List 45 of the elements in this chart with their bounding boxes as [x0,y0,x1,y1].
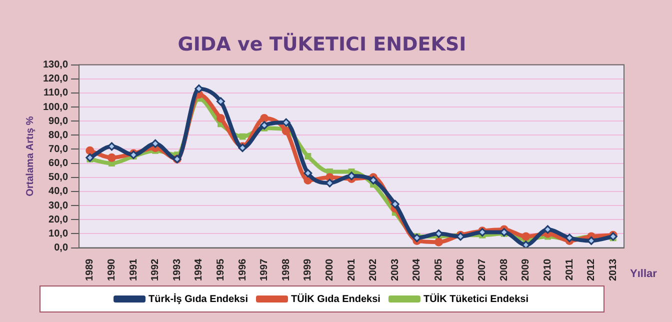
legend-label: TÜİK Gıda Endeksi [290,292,381,305]
y-tick-label: 70,0 [48,144,68,155]
y-tick-label: 130,0 [42,60,68,71]
x-tick-label: 1991 [128,258,140,282]
x-tick-label: 2007 [477,258,488,282]
x-tick-label: 2001 [346,258,358,282]
x-tick-label: 2005 [433,258,444,282]
chart-title: GIDA ve TÜKETICI ENDEKSI [178,32,466,56]
y-tick-label: 0,0 [54,242,68,254]
x-tick-label: 2000 [324,258,336,282]
y-tick-label: 100,0 [42,102,68,113]
x-tick-label: 2010 [542,258,554,282]
y-tick-label: 10,0 [48,228,68,240]
x-tick-label: 1990 [106,258,118,282]
x-tick-label: 2006 [455,258,466,282]
y-tick-label: 20,0 [48,214,68,226]
x-tick-label: 1994 [194,258,205,282]
y-tick-label: 60,0 [48,158,68,170]
x-tick-label: 2004 [412,258,423,282]
legend-label: Türk-İş Gıda Endeksi [148,292,248,305]
x-tick-label: 1992 [150,258,162,282]
x-tick-label: 1993 [172,258,183,282]
x-axis-title: Yıllar [630,268,658,280]
x-tick-label: 2002 [368,258,380,282]
x-tick-label: 2011 [564,258,576,280]
x-tick-label: 2003 [390,258,401,282]
x-tick-label: 2008 [498,258,510,282]
x-tick-label: 1999 [302,258,314,282]
y-tick-label: 30,0 [48,200,68,212]
x-tick-label: 1997 [259,258,270,282]
y-axis-title: Ortalama Artış % [24,116,36,196]
x-tick-label: 1996 [237,258,248,282]
y-tick-label: 110,0 [44,88,68,99]
x-tick-label: 2009 [520,258,532,282]
x-tick-label: 2012 [586,258,598,282]
y-tick-label: 120,0 [42,74,68,85]
y-tick-label: 80,0 [48,130,68,141]
y-tick-label: 40,0 [48,186,68,198]
legend-label: TÜİK Tüketici Endeksi [423,292,529,305]
y-tick-label: 90,0 [48,116,68,127]
y-tick-label: 50,0 [48,172,68,184]
x-tick-label: 1989 [84,258,96,282]
x-tick-label: 1995 [215,258,226,282]
x-tick-label: 2013 [608,258,619,282]
x-tick-label: 1998 [280,258,292,282]
